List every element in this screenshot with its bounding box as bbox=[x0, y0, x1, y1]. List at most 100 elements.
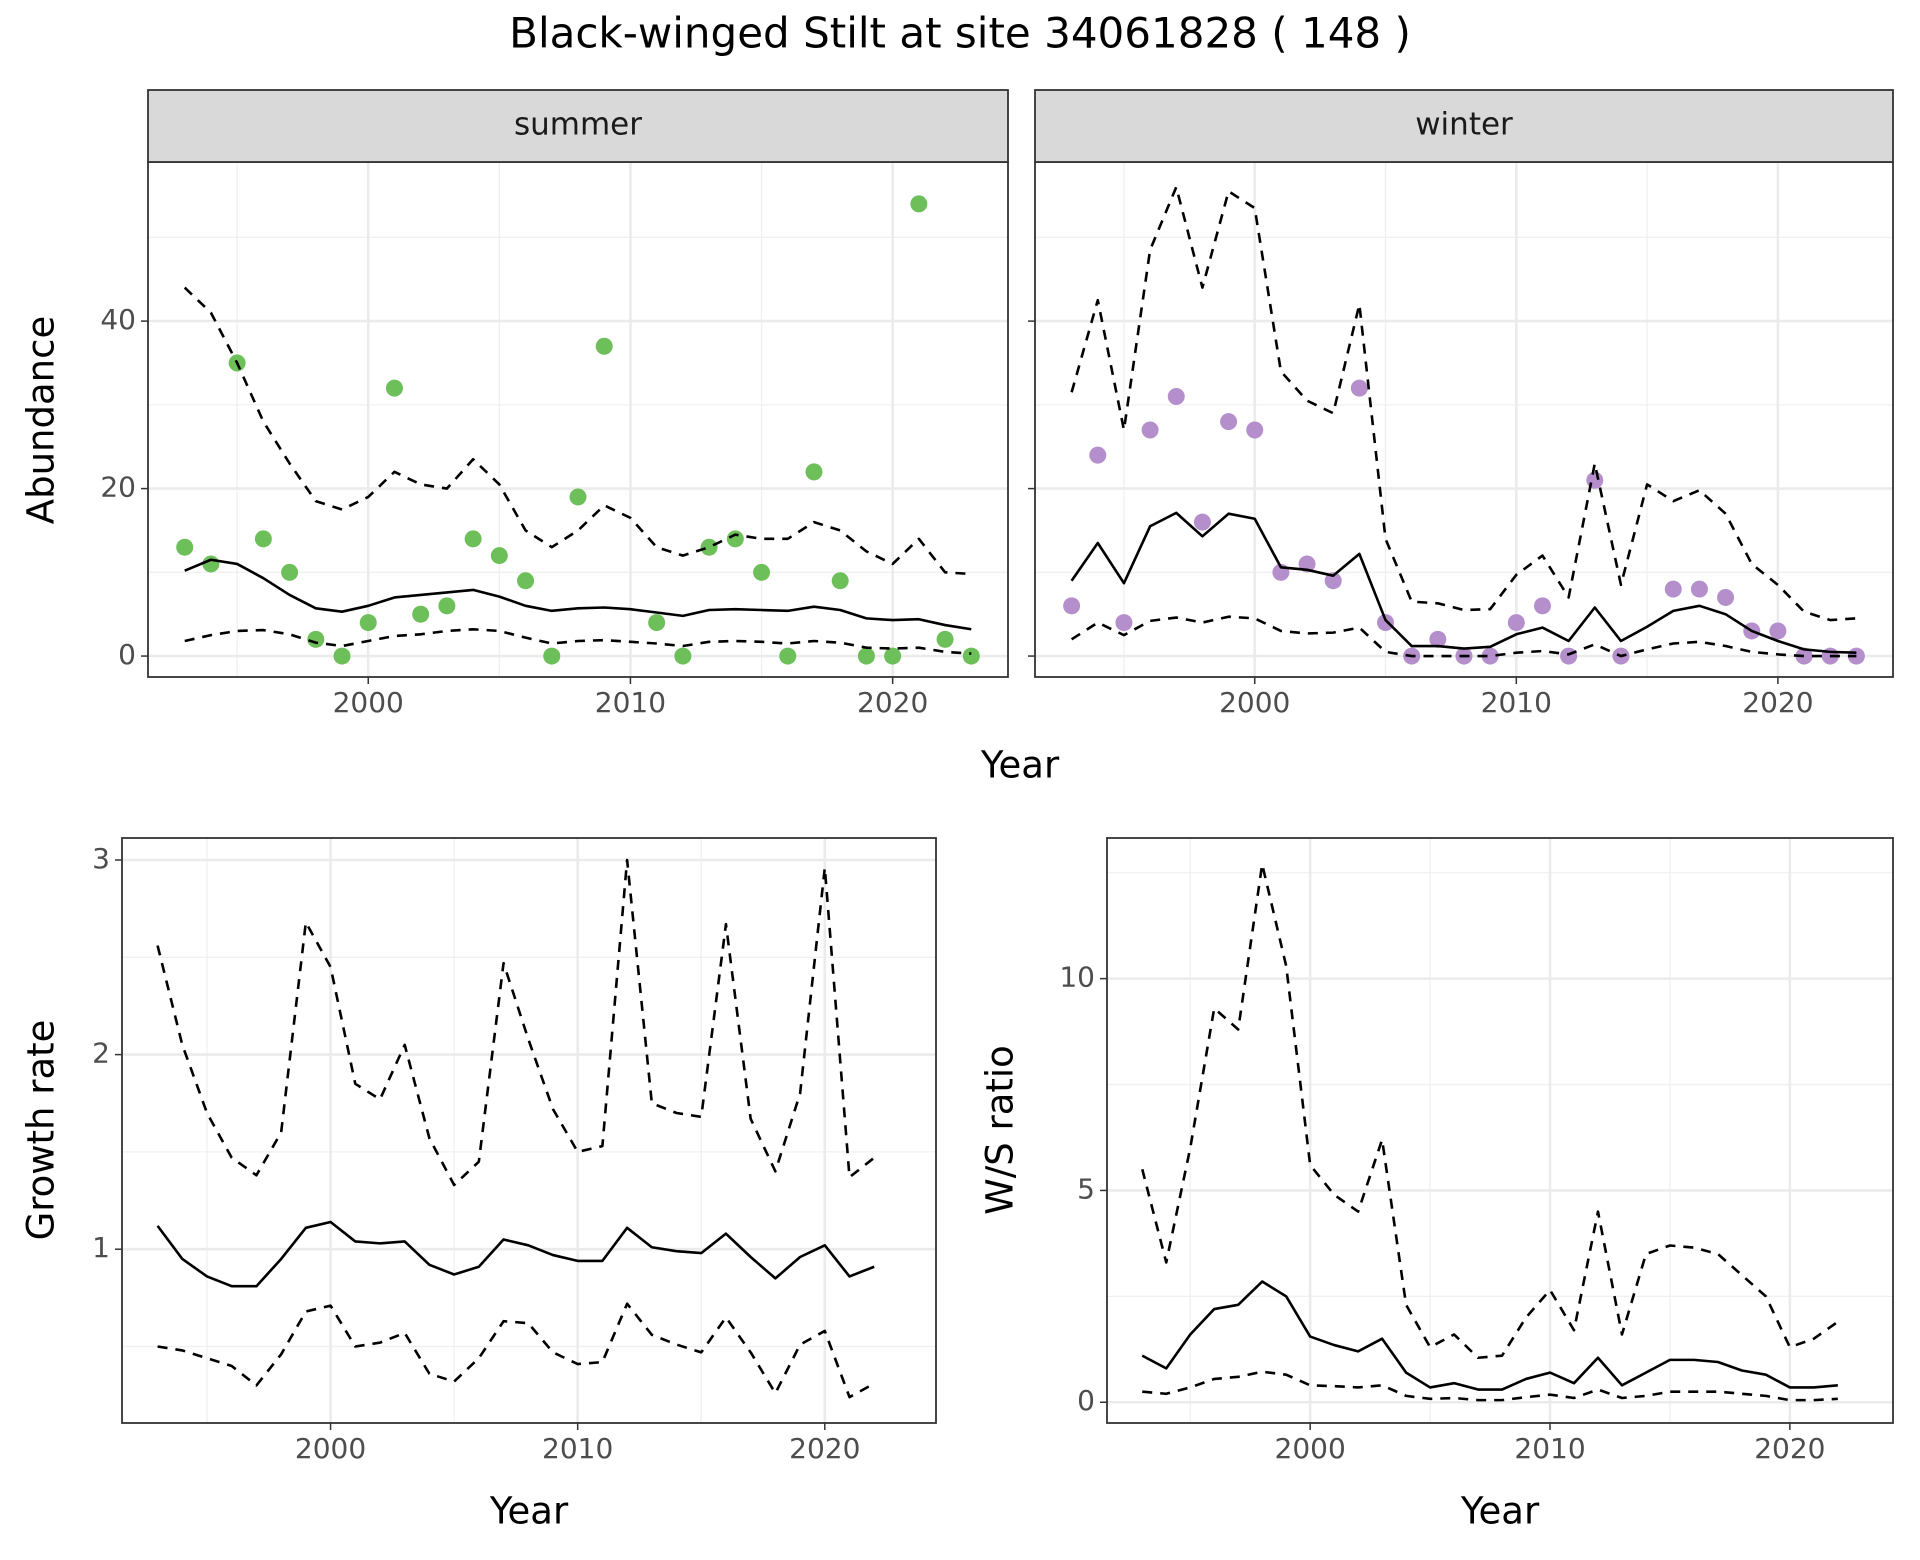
x-axis-title: Year bbox=[1460, 1490, 1540, 1533]
interval-line bbox=[183, 286, 972, 576]
data-point bbox=[753, 563, 771, 581]
data-point bbox=[805, 463, 823, 481]
panel-background bbox=[148, 162, 1008, 677]
data-point bbox=[359, 614, 377, 632]
y-tick-label: 3 bbox=[92, 842, 110, 875]
data-point bbox=[648, 614, 666, 632]
y-tick-label: 0 bbox=[118, 638, 136, 671]
data-point bbox=[1193, 513, 1211, 531]
data-point bbox=[1586, 471, 1604, 489]
x-tick-label: 2010 bbox=[595, 686, 666, 719]
data-point bbox=[176, 538, 194, 556]
data-point bbox=[543, 647, 561, 665]
data-point bbox=[254, 530, 272, 548]
strip bbox=[1034, 89, 1894, 163]
panel-border bbox=[1106, 837, 1894, 1424]
data-point bbox=[962, 647, 980, 665]
data-point bbox=[1115, 614, 1133, 632]
data-point bbox=[1533, 597, 1551, 615]
x-tick-label: 2020 bbox=[857, 686, 928, 719]
data-point bbox=[779, 647, 797, 665]
strip-label: summer bbox=[514, 107, 642, 143]
interval-line bbox=[184, 627, 972, 655]
interval-line bbox=[156, 858, 876, 1187]
data-point bbox=[884, 647, 902, 665]
data-point bbox=[438, 597, 456, 615]
data-point bbox=[1246, 421, 1264, 439]
data-point bbox=[1717, 588, 1735, 606]
panel-background bbox=[122, 838, 936, 1423]
panel-border bbox=[121, 837, 937, 1424]
data-point bbox=[517, 572, 535, 590]
x-tick-label: 2000 bbox=[295, 1432, 366, 1465]
data-point bbox=[1089, 446, 1107, 464]
panel-background bbox=[1107, 838, 1893, 1423]
interval-line bbox=[1141, 862, 1839, 1360]
y-tick-label: 0 bbox=[1077, 1384, 1095, 1417]
data-point bbox=[910, 195, 928, 213]
x-tick-label: 2000 bbox=[1219, 686, 1290, 719]
x-tick-label: 2010 bbox=[1514, 1432, 1585, 1465]
strip-label: winter bbox=[1415, 107, 1513, 143]
data-point bbox=[700, 538, 718, 556]
data-point bbox=[1664, 580, 1682, 598]
data-point bbox=[1063, 597, 1081, 615]
data-point bbox=[831, 572, 849, 590]
interval-line bbox=[1070, 185, 1857, 622]
data-point bbox=[1324, 572, 1342, 590]
data-point bbox=[674, 647, 692, 665]
mean-line bbox=[156, 1220, 875, 1288]
data-point bbox=[281, 563, 299, 581]
data-point bbox=[333, 647, 351, 665]
data-point bbox=[857, 647, 875, 665]
panel-background bbox=[1035, 162, 1893, 677]
mean-line bbox=[1070, 511, 1857, 655]
mean-line bbox=[184, 558, 972, 631]
y-tick-label: 2 bbox=[92, 1037, 110, 1070]
x-tick-label: 2010 bbox=[1481, 686, 1552, 719]
data-point bbox=[1795, 647, 1813, 665]
data-point bbox=[1167, 387, 1185, 405]
y-axis-title: W/S ratio bbox=[979, 1045, 1022, 1215]
data-point bbox=[385, 379, 403, 397]
data-point bbox=[726, 530, 744, 548]
x-tick-label: 2020 bbox=[1742, 686, 1813, 719]
mean-line bbox=[1141, 1280, 1838, 1391]
strip bbox=[147, 89, 1009, 163]
y-axis-title: Growth rate bbox=[20, 1020, 63, 1241]
x-tick-label: 2020 bbox=[789, 1432, 860, 1465]
data-point bbox=[1141, 421, 1159, 439]
x-tick-label: 2010 bbox=[542, 1432, 613, 1465]
data-point bbox=[569, 488, 587, 506]
data-point bbox=[936, 630, 954, 648]
data-point bbox=[1690, 580, 1708, 598]
data-point bbox=[1429, 630, 1447, 648]
y-tick-label: 1 bbox=[92, 1231, 110, 1264]
data-point bbox=[412, 605, 430, 623]
y-tick-label: 5 bbox=[1077, 1172, 1095, 1205]
data-point bbox=[1377, 614, 1395, 632]
interval-line bbox=[1070, 615, 1857, 658]
x-axis-title: Year bbox=[489, 1490, 569, 1533]
y-axis-title: Abundance bbox=[20, 316, 63, 524]
data-point bbox=[1507, 614, 1525, 632]
y-tick-label: 20 bbox=[100, 471, 136, 504]
data-point bbox=[464, 530, 482, 548]
x-tick-label: 2020 bbox=[1754, 1432, 1825, 1465]
x-axis-title: Year bbox=[980, 744, 1060, 787]
data-point bbox=[1769, 622, 1787, 640]
x-tick-label: 2000 bbox=[333, 686, 404, 719]
data-point bbox=[1350, 379, 1368, 397]
interval-line bbox=[157, 1302, 875, 1399]
x-tick-label: 2000 bbox=[1275, 1432, 1346, 1465]
data-point bbox=[202, 555, 220, 573]
figure-title: Black-winged Stilt at site 34061828 ( 14… bbox=[509, 9, 1411, 58]
data-point bbox=[490, 547, 508, 565]
data-point bbox=[1220, 413, 1238, 431]
data-point bbox=[307, 630, 325, 648]
data-point bbox=[1560, 647, 1578, 665]
y-tick-label: 10 bbox=[1059, 961, 1095, 994]
y-tick-label: 40 bbox=[100, 303, 136, 336]
data-point bbox=[1481, 647, 1499, 665]
